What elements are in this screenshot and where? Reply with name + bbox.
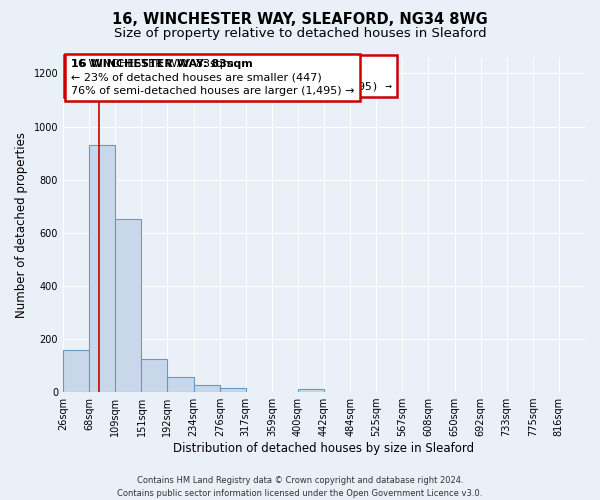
Text: 16 WINCHESTER WAY: 83sqm: 16 WINCHESTER WAY: 83sqm (71, 59, 253, 69)
Bar (63, 350, 89, 392)
Bar (220, 388, 245, 392)
Text: Contains HM Land Registry data © Crown copyright and database right 2024.
Contai: Contains HM Land Registry data © Crown c… (118, 476, 482, 498)
Bar (298, 389, 324, 392)
Bar (115, 220, 142, 392)
Bar (89, 145, 115, 392)
Text: 16 WINCHESTER WAY: 83sqm
← 23% of detached houses are smaller (447)
76% of semi-: 16 WINCHESTER WAY: 83sqm ← 23% of detach… (68, 59, 392, 92)
Bar (167, 376, 194, 392)
Bar (142, 359, 167, 392)
Y-axis label: Number of detached properties: Number of detached properties (15, 132, 28, 318)
Text: Size of property relative to detached houses in Sleaford: Size of property relative to detached ho… (113, 28, 487, 40)
Text: 16, WINCHESTER WAY, SLEAFORD, NG34 8WG: 16, WINCHESTER WAY, SLEAFORD, NG34 8WG (112, 12, 488, 28)
Bar (194, 386, 220, 392)
Text: 16 WINCHESTER WAY: 83sqm
← 23% of detached houses are smaller (447)
76% of semi-: 16 WINCHESTER WAY: 83sqm ← 23% of detach… (71, 59, 355, 96)
X-axis label: Distribution of detached houses by size in Sleaford: Distribution of detached houses by size … (173, 442, 475, 455)
